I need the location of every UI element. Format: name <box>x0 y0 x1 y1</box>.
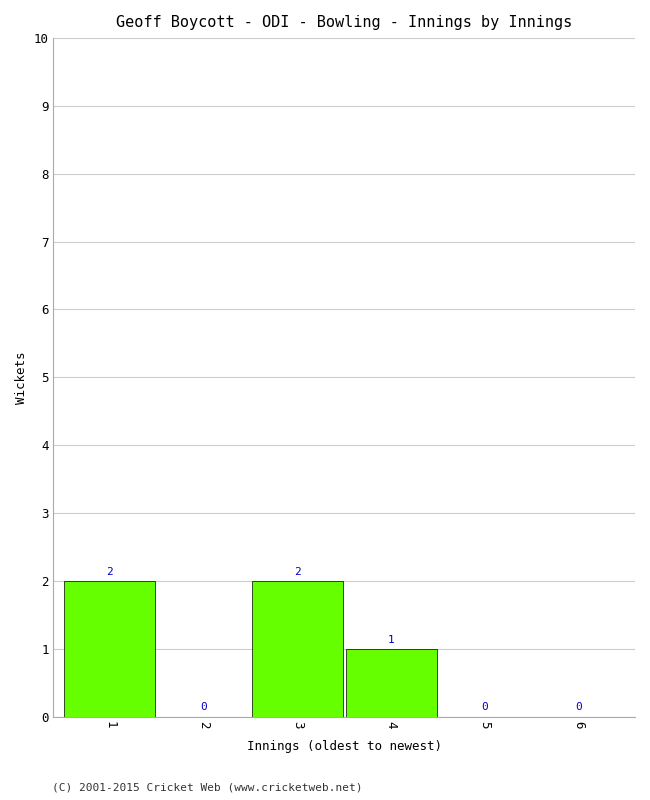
Y-axis label: Wickets: Wickets <box>15 351 28 403</box>
Text: 2: 2 <box>294 566 301 577</box>
Text: (C) 2001-2015 Cricket Web (www.cricketweb.net): (C) 2001-2015 Cricket Web (www.cricketwe… <box>52 782 363 792</box>
Text: 0: 0 <box>482 702 488 713</box>
Text: 2: 2 <box>107 566 113 577</box>
X-axis label: Innings (oldest to newest): Innings (oldest to newest) <box>247 740 442 753</box>
Text: 0: 0 <box>200 702 207 713</box>
Bar <box>64 581 155 717</box>
Title: Geoff Boycott - ODI - Bowling - Innings by Innings: Geoff Boycott - ODI - Bowling - Innings … <box>116 15 573 30</box>
Bar <box>346 649 437 717</box>
Text: 0: 0 <box>575 702 582 713</box>
Bar <box>252 581 343 717</box>
Text: 1: 1 <box>388 634 395 645</box>
